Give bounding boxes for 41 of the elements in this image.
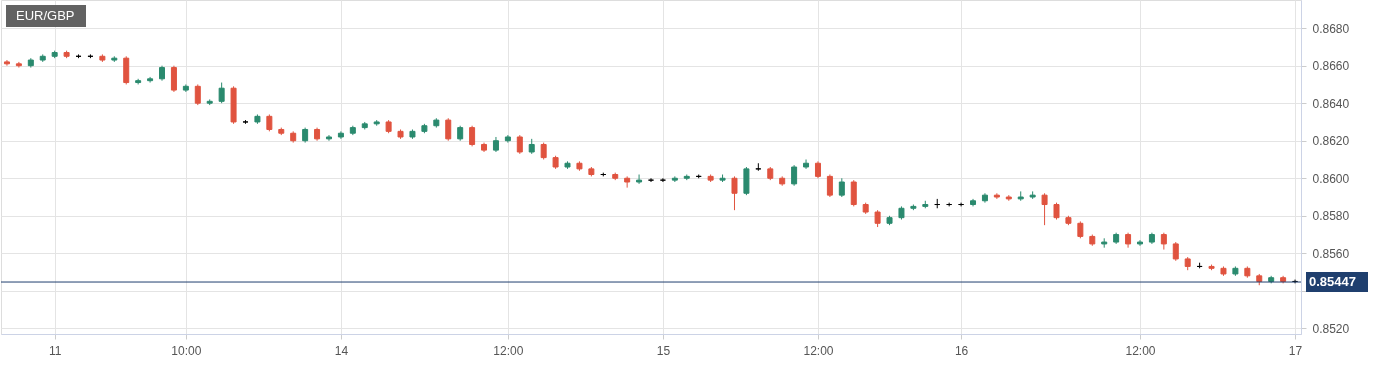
x-tick-label: 12:00	[493, 343, 524, 358]
candlestick	[791, 164, 798, 187]
candlestick	[671, 175, 678, 183]
candlestick	[826, 174, 833, 198]
x-tick-label: 17	[1288, 343, 1303, 358]
candlestick	[147, 76, 154, 84]
candlestick	[194, 83, 201, 106]
candlestick	[1172, 241, 1179, 262]
candlestick	[648, 177, 654, 183]
x-tick-label: 11	[48, 343, 62, 358]
candlestick	[516, 134, 523, 155]
candlestick	[624, 175, 631, 189]
y-tick-label: 0.8520	[1312, 321, 1350, 336]
y-tick-label: 0.8680	[1312, 21, 1350, 36]
x-tick-label: 10:00	[171, 343, 202, 358]
x-tick-label: 12:00	[803, 343, 834, 358]
candlestick	[838, 177, 845, 198]
x-tick-label: 14	[334, 343, 349, 358]
candlestick	[15, 61, 22, 69]
text: EUR/GBP	[16, 8, 75, 23]
candlestick	[850, 179, 857, 207]
candlestick	[659, 177, 666, 183]
candlestick	[803, 158, 810, 170]
y-tick-label: 0.8580	[1312, 209, 1350, 224]
y-tick-label: 0.8560	[1312, 246, 1350, 261]
y-tick-label: 0.8660	[1312, 59, 1350, 74]
ref-line-label: 0.85447	[1309, 274, 1356, 290]
candlestick	[731, 175, 738, 211]
y-tick-label: 0.8640	[1312, 96, 1350, 111]
candlestick	[3, 59, 10, 67]
candlestick	[636, 174, 643, 185]
candlestick	[218, 82, 225, 104]
x-tick-label: 12:00	[1125, 343, 1156, 358]
y-tick-label: 0.8600	[1312, 171, 1350, 186]
y-tick-label: 0.8620	[1312, 134, 1350, 149]
x-tick-label: 16	[954, 343, 969, 358]
candlestick	[170, 65, 177, 93]
x-tick-label: 15	[656, 343, 671, 358]
candlestick	[445, 117, 452, 142]
candlestick	[469, 125, 476, 147]
candlestick	[1041, 192, 1048, 226]
